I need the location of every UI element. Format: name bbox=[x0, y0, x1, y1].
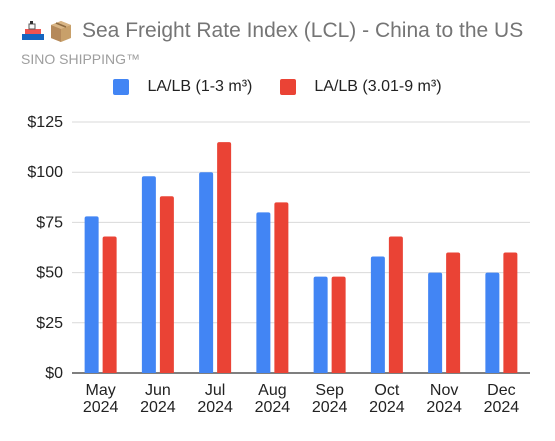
bar-series-2 bbox=[446, 252, 461, 373]
bar-series-1 bbox=[428, 272, 443, 373]
bar-series-1 bbox=[370, 256, 385, 373]
bar-series-1 bbox=[485, 272, 500, 373]
legend-label-series-1: LA/LB (1-3 m³) bbox=[147, 78, 253, 95]
x-tick-label: Nov 2024 bbox=[426, 382, 462, 416]
y-tick-label: $50 bbox=[36, 265, 63, 282]
bar-series-1 bbox=[256, 212, 271, 373]
chart-title: Sea Freight Rate Index (LCL) - China to … bbox=[82, 19, 524, 42]
bar-series-1 bbox=[84, 216, 99, 373]
x-tick-label: Dec 2024 bbox=[484, 382, 520, 416]
y-tick-label: $25 bbox=[36, 315, 63, 332]
y-tick-label: $0 bbox=[45, 365, 63, 382]
legend-swatch-series-1 bbox=[113, 79, 130, 95]
bar-series-2 bbox=[503, 252, 518, 373]
package-icon bbox=[51, 21, 71, 42]
bar-series-1 bbox=[199, 172, 214, 373]
chart-legend: LA/LB (1-3 m³) LA/LB (3.01-9 m³) bbox=[0, 78, 555, 96]
x-tick-label: Sep 2024 bbox=[312, 382, 348, 416]
bar-series-1 bbox=[141, 176, 156, 373]
bar-series-2 bbox=[217, 142, 232, 373]
x-tick-label: May 2024 bbox=[83, 382, 119, 416]
chart-header: Sea Freight Rate Index (LCL) - China to … bbox=[20, 18, 523, 44]
legend-item-series-1: LA/LB (1-3 m³) bbox=[113, 78, 252, 96]
ship-icon bbox=[22, 21, 44, 40]
x-tick-label: Jul 2024 bbox=[197, 382, 233, 416]
chart-subtitle: SINO SHIPPING™ bbox=[21, 51, 141, 67]
bar-series-2 bbox=[388, 236, 403, 373]
y-tick-label: $75 bbox=[36, 214, 63, 231]
bar-series-2 bbox=[274, 202, 289, 373]
bar-series-2 bbox=[159, 196, 174, 373]
legend-swatch-series-2 bbox=[280, 79, 297, 95]
x-tick-label: Jun 2024 bbox=[140, 382, 176, 416]
x-tick-label: Aug 2024 bbox=[255, 382, 291, 416]
bar-series-1 bbox=[313, 276, 328, 373]
legend-item-series-2: LA/LB (3.01-9 m³) bbox=[280, 78, 442, 96]
legend-label-series-2: LA/LB (3.01-9 m³) bbox=[314, 78, 442, 95]
y-tick-label: $125 bbox=[27, 114, 63, 131]
bar-series-2 bbox=[102, 236, 117, 373]
y-tick-label: $100 bbox=[27, 164, 63, 181]
bar-series-2 bbox=[331, 276, 346, 373]
x-tick-label: Oct 2024 bbox=[369, 382, 405, 416]
